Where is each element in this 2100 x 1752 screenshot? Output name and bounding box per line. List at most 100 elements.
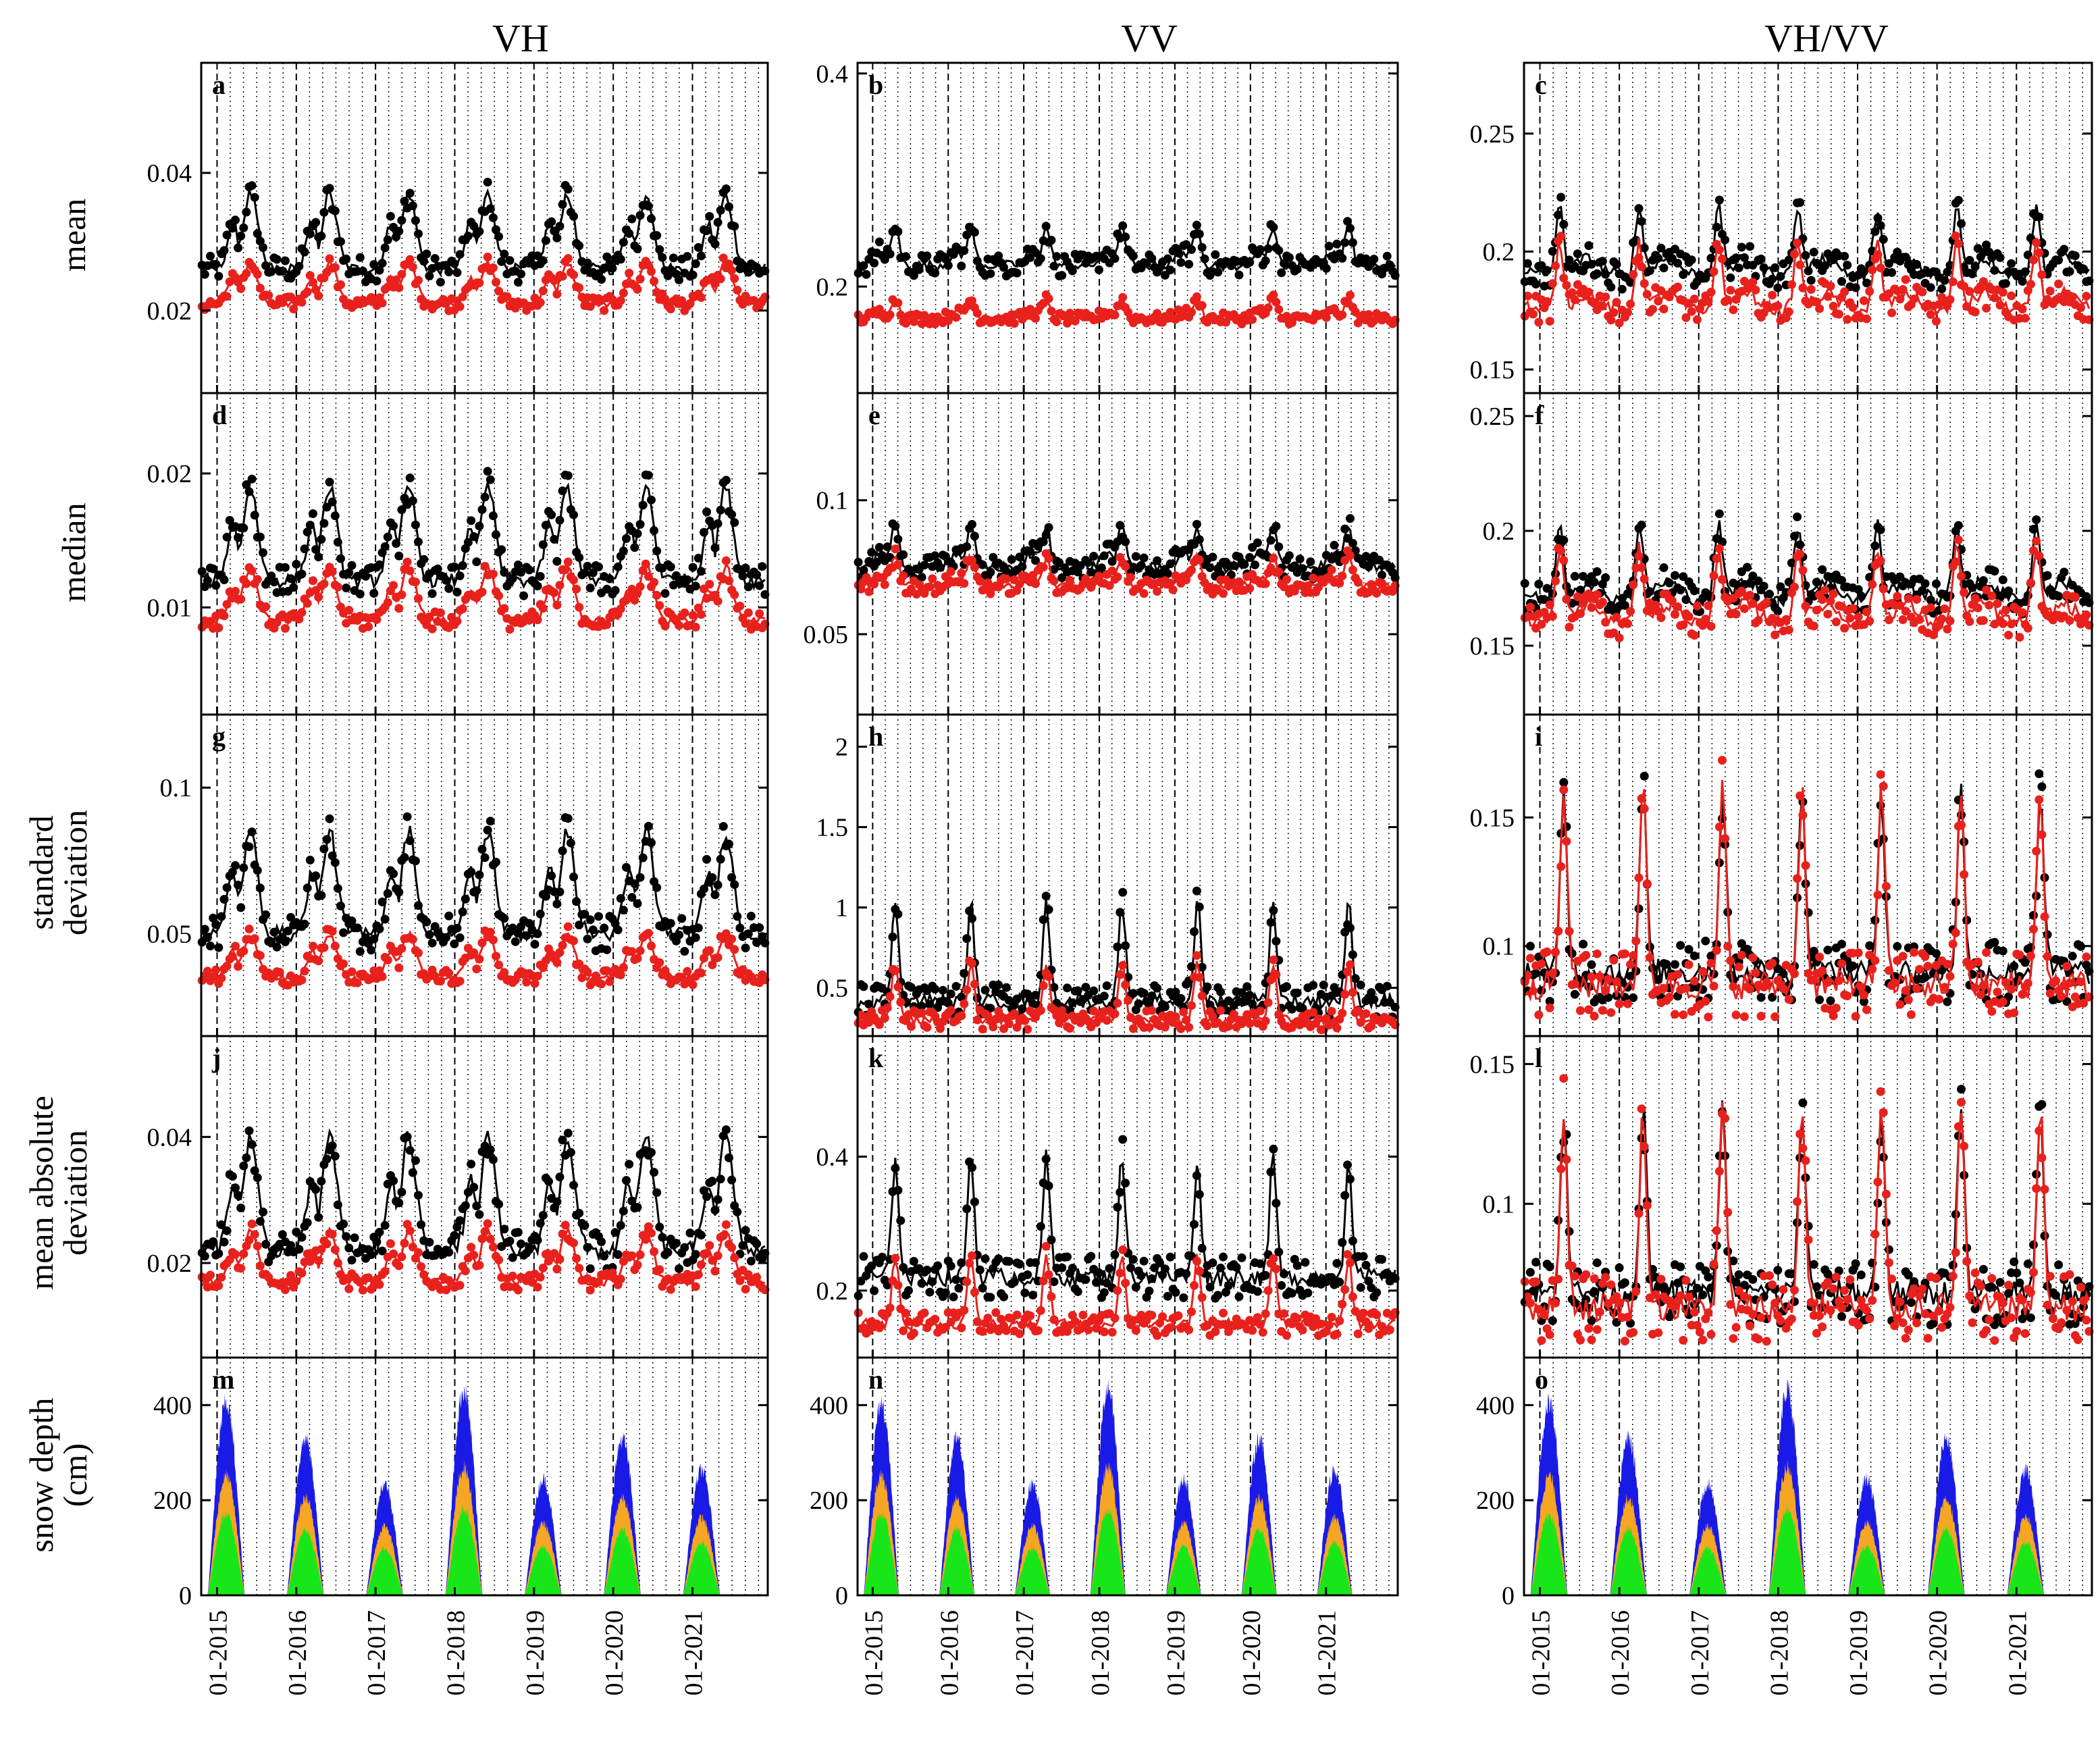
data-point-black <box>2079 265 2088 274</box>
data-point-red <box>1121 981 1130 989</box>
data-point-red <box>1348 988 1357 997</box>
data-point-red <box>655 601 664 610</box>
column-title-vv: VV <box>1121 16 1178 60</box>
data-point-red <box>1832 1004 1841 1012</box>
data-point-red <box>1660 984 1669 993</box>
data-point-red <box>1554 927 1563 935</box>
data-point-black <box>317 891 325 900</box>
data-point-red <box>1723 942 1732 951</box>
data-point-black <box>1145 1287 1153 1295</box>
data-point-red <box>633 1260 642 1269</box>
data-point-red <box>633 954 642 963</box>
data-point-black <box>273 943 282 952</box>
data-point-black <box>616 894 625 903</box>
data-point-red <box>1039 563 1048 571</box>
data-point-red <box>1710 571 1718 580</box>
data-point-red <box>1773 301 1782 310</box>
data-point-red <box>1556 546 1565 555</box>
data-point-black <box>458 561 467 570</box>
data-point-black <box>1267 1168 1276 1177</box>
data-point-black <box>289 583 298 592</box>
data-point-red <box>970 563 979 572</box>
data-point-red <box>1785 307 1793 316</box>
data-point-red <box>1118 293 1127 302</box>
data-point-red <box>1635 873 1644 882</box>
data-point-red <box>1626 960 1635 969</box>
data-point-black <box>256 533 265 542</box>
data-point-red <box>1990 293 1999 302</box>
data-point-red <box>1698 967 1707 976</box>
data-point-black <box>1277 1281 1286 1290</box>
data-point-black <box>1121 1179 1130 1187</box>
data-point-red <box>1187 308 1196 317</box>
data-point-black <box>259 548 267 557</box>
data-point-black <box>456 571 465 580</box>
data-point-black <box>727 510 736 519</box>
data-point-black <box>331 858 340 867</box>
data-point-black <box>1002 983 1011 992</box>
data-point-red <box>1987 592 1996 600</box>
data-point-red <box>1965 287 1974 296</box>
data-point-red <box>925 582 934 591</box>
data-point-black <box>397 1188 406 1197</box>
data-point-black <box>306 521 315 530</box>
data-point-black <box>323 1155 332 1164</box>
data-point-black <box>414 901 423 910</box>
data-point-black <box>1301 1258 1309 1267</box>
data-point-red <box>1993 599 2002 608</box>
data-point-black <box>622 1176 631 1185</box>
data-point-red <box>325 255 334 263</box>
data-point-black <box>702 1192 711 1201</box>
data-point-black <box>467 516 475 525</box>
data-point-black <box>245 842 254 851</box>
data-point-black <box>311 545 320 554</box>
data-point-black <box>256 1217 265 1226</box>
data-point-red <box>231 1250 240 1259</box>
data-point-red <box>1328 1007 1336 1016</box>
data-point-black <box>1676 941 1685 950</box>
data-point-black <box>1126 1264 1135 1272</box>
data-point-black <box>552 557 561 566</box>
data-point-red <box>1843 315 1852 324</box>
data-point-red <box>1885 966 1893 975</box>
data-point-black <box>444 1248 453 1257</box>
data-point-black <box>467 868 475 877</box>
data-point-black <box>486 817 495 825</box>
data-point-black <box>735 924 744 933</box>
data-point-black <box>867 548 876 557</box>
data-point-red <box>344 1285 353 1293</box>
data-point-black <box>1045 905 1053 914</box>
data-point-red <box>727 935 736 944</box>
data-point-red <box>552 1265 561 1274</box>
data-point-black <box>672 1239 681 1247</box>
data-point-red <box>625 269 633 278</box>
data-point-black <box>2059 568 2068 577</box>
data-point-black <box>464 232 473 240</box>
data-point-black <box>1285 253 1294 262</box>
data-point-red <box>1935 995 1943 1004</box>
data-point-black <box>1208 1258 1217 1267</box>
data-point-black <box>469 1183 478 1191</box>
data-point-black <box>409 201 417 210</box>
data-point-black <box>231 861 240 870</box>
data-point-black <box>1637 521 1646 530</box>
data-point-black <box>730 518 739 527</box>
data-point-black <box>1593 567 1602 576</box>
data-point-black <box>1971 262 1980 271</box>
data-point-black <box>550 535 558 544</box>
data-point-black <box>970 228 979 236</box>
data-point-black <box>600 1252 608 1260</box>
data-point-black <box>378 259 387 267</box>
data-point-red <box>650 1247 658 1256</box>
data-point-red <box>2051 977 2060 985</box>
data-point-black <box>666 563 675 571</box>
data-point-black <box>1322 264 1331 273</box>
data-point-red <box>378 299 387 307</box>
data-point-black <box>1068 998 1077 1007</box>
data-point-red <box>1845 614 1854 623</box>
data-point-black <box>325 478 334 486</box>
data-point-black <box>1028 1291 1037 1299</box>
data-point-red <box>1999 619 2007 628</box>
data-point-red <box>328 927 337 935</box>
